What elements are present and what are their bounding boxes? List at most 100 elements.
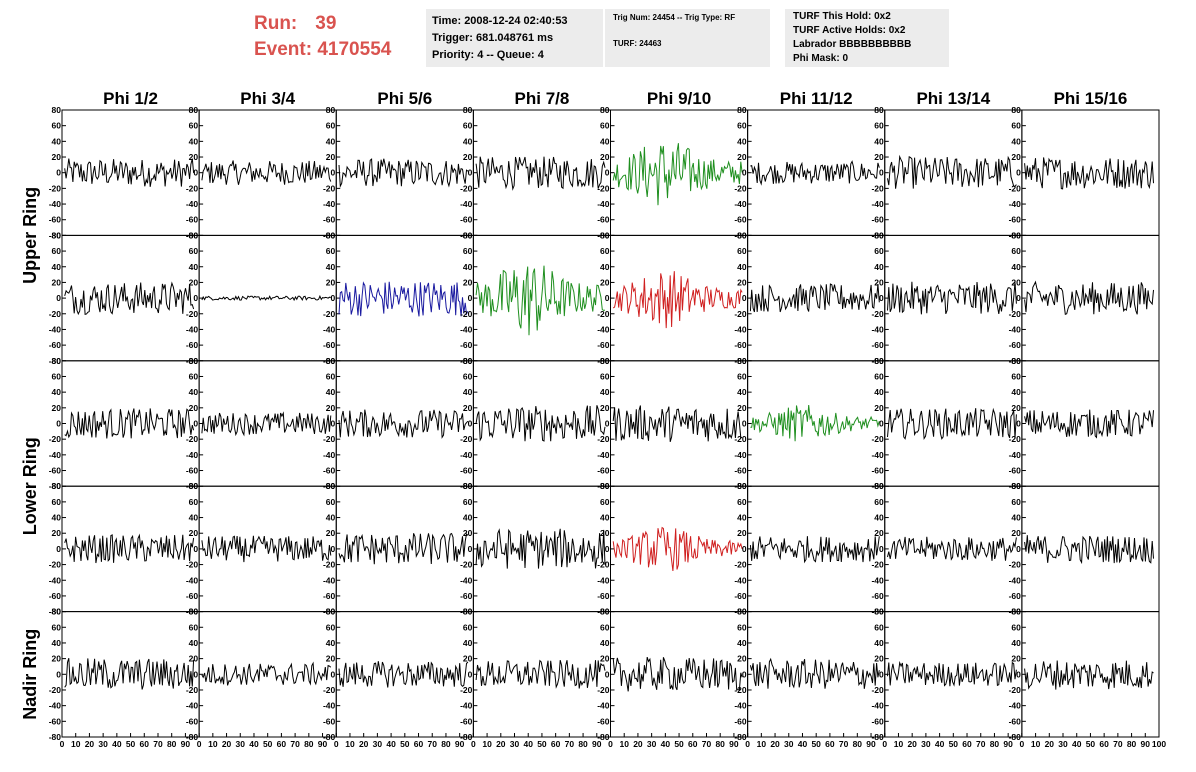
y-tick-label: 60 [189,121,199,131]
y-tick-label: 20 [463,528,473,538]
y-tick-label: -20 [597,434,610,444]
y-tick-label: 60 [600,121,610,131]
y-tick-label: -60 [871,340,884,350]
y-tick-label: 80 [600,356,610,366]
y-tick-label: -40 [186,701,199,711]
y-tick-label: 20 [189,152,199,162]
waveform-r3-c2 [201,411,332,437]
y-tick-label: -20 [460,434,473,444]
y-tick-label: -20 [460,685,473,695]
y-tick-label: -40 [871,324,884,334]
x-tick-label: 0 [882,739,887,749]
y-tick-label: 40 [1011,387,1021,397]
x-tick-label: 60 [140,739,150,749]
x-tick-label: 50 [1086,739,1096,749]
y-tick-label: 80 [1011,607,1021,617]
waveform-r1-c2 [201,160,332,185]
ring-label-3: Nadir Ring [20,629,40,720]
y-tick-label: 20 [874,152,884,162]
x-tick-label: 10 [71,739,81,749]
y-tick-label: -20 [323,309,336,319]
y-tick-label: 80 [600,230,610,240]
waveform-r4-c8 [1024,535,1154,565]
y-tick-label: -60 [734,340,747,350]
y-tick-label: 0 [193,419,198,429]
waveform-r2-c8 [1024,280,1154,315]
y-tick-label: 20 [737,152,747,162]
column-header-2: Phi 3/4 [240,89,295,108]
y-tick-label: -60 [597,215,610,225]
x-tick-label: 80 [1127,739,1137,749]
y-tick-label: 40 [52,136,62,146]
waveform-r4-c2 [201,535,332,563]
y-tick-label: 80 [874,607,884,617]
phi-mask-text: Phi Mask: 0 [793,53,849,64]
waveform-r3-c3 [338,409,469,439]
y-tick-label: 0 [331,544,336,554]
y-tick-label: -20 [597,685,610,695]
waveform-r1-c7 [887,154,1017,189]
y-tick-label: -80 [871,732,884,742]
y-tick-label: -40 [597,324,610,334]
y-tick-label: -60 [1009,466,1022,476]
panel-frame-r3-c7 [884,360,1023,487]
y-tick-label: 80 [52,230,62,240]
y-tick-label: 60 [189,497,199,507]
x-tick-label: 40 [661,739,671,749]
y-tick-label: -20 [1009,183,1022,193]
y-tick-label: 20 [463,654,473,664]
waveform-r4-c4 [475,528,606,569]
y-tick-label: 20 [326,152,336,162]
y-tick-label: 40 [1011,638,1021,648]
y-tick-label: -20 [460,309,473,319]
x-tick-label: 90 [181,739,191,749]
waveform-r2-c1 [64,281,195,316]
y-tick-label: -60 [460,591,473,601]
x-tick-label: 80 [304,739,314,749]
x-tick-label: 60 [962,739,972,749]
panel-frame-r5-c8 [1021,611,1160,738]
y-tick-label: 40 [874,136,884,146]
y-tick-label: 40 [1011,136,1021,146]
y-tick-label: 40 [600,513,610,523]
y-tick-label: -60 [734,591,747,601]
y-tick-label: 20 [189,277,199,287]
column-header-3: Phi 5/6 [377,89,432,108]
y-tick-label: -40 [49,199,62,209]
y-tick-label: 60 [326,121,336,131]
x-tick-label: 80 [715,739,725,749]
y-tick-label: 80 [1011,356,1021,366]
y-tick-label: 20 [326,403,336,413]
x-tick-label: 30 [98,739,108,749]
panel-frame-r5-c6 [747,611,886,738]
panel-frame-r2-c7 [884,234,1023,362]
y-tick-label: 80 [737,356,747,366]
priority-text: Priority: 4 -- Queue: 4 [432,49,544,61]
y-tick-label: -20 [323,183,336,193]
y-tick-label: -40 [871,701,884,711]
y-tick-label: 0 [605,544,610,554]
y-tick-label: 40 [737,262,747,272]
y-tick-label: -20 [734,309,747,319]
y-tick-label: 40 [52,638,62,648]
y-tick-label: 60 [463,622,473,632]
y-tick-label: -60 [871,466,884,476]
y-tick-label: 20 [737,403,747,413]
event-value: 4170554 [317,39,392,60]
y-tick-label: 0 [742,293,747,303]
y-tick-label: 20 [600,277,610,287]
waveform-r2-c3 [338,281,469,317]
waveform-r1-c8 [1024,157,1154,190]
y-tick-label: -60 [49,591,62,601]
trig-info-box: Trig Num: 24454 -- Trig Type: RF TURF: 2… [605,9,770,67]
x-tick-label: 50 [263,739,273,749]
y-tick-label: -80 [49,230,62,240]
y-tick-label: -20 [734,183,747,193]
x-tick-label: 80 [578,739,588,749]
y-tick-label: 0 [56,293,61,303]
y-tick-label: 80 [874,105,884,115]
y-tick-label: 20 [52,152,62,162]
y-tick-label: 60 [1011,497,1021,507]
waveform-r5-c1 [64,657,195,690]
x-tick-label: 10 [482,739,492,749]
